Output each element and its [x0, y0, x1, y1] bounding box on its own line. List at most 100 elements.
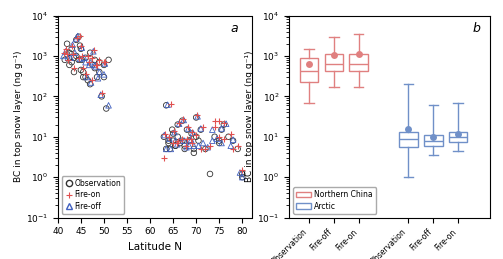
- Point: [100, 72, 108, 76]
- Point: [227, 132, 235, 136]
- Point: [67, 56, 75, 60]
- Point: [217, 126, 225, 131]
- Point: [229, 139, 237, 143]
- Point: [79, 66, 87, 70]
- Point: [70, 66, 78, 70]
- Point: [80, 56, 88, 60]
- Point: [67, 60, 75, 64]
- Point: [89, 63, 97, 67]
- Point: [187, 138, 195, 142]
- Point: [87, 81, 95, 85]
- Point: [169, 139, 177, 143]
- Point: [164, 139, 173, 143]
- Point: [169, 132, 177, 136]
- Point: [81, 60, 90, 64]
- Point: [71, 51, 79, 55]
- Point: [192, 133, 200, 137]
- Point: [238, 175, 246, 179]
- Point: [215, 119, 223, 123]
- Point: [222, 122, 230, 126]
- Point: [170, 129, 178, 133]
- Point: [91, 58, 99, 62]
- Point: [233, 147, 241, 151]
- Point: [95, 58, 103, 62]
- Point: [100, 63, 108, 67]
- Point: [94, 76, 102, 80]
- Point: [178, 119, 186, 123]
- Point: [208, 128, 216, 132]
- Point: [86, 60, 94, 64]
- Point: [160, 133, 169, 137]
- Point: [180, 118, 188, 122]
- Point: [64, 56, 72, 60]
- Point: [185, 139, 193, 143]
- Point: [98, 94, 106, 98]
- Point: [204, 145, 212, 149]
- Point: [162, 147, 170, 151]
- Point: [174, 123, 182, 127]
- Point: [193, 113, 201, 117]
- Point: [238, 172, 246, 176]
- Point: [172, 139, 180, 143]
- Point: [188, 141, 196, 145]
- Point: [72, 38, 80, 42]
- Point: [195, 139, 203, 143]
- Point: [74, 58, 82, 62]
- Point: [164, 141, 173, 145]
- Y-axis label: BC in top snow layer (ng g⁻¹): BC in top snow layer (ng g⁻¹): [14, 51, 23, 182]
- Point: [95, 60, 103, 64]
- Point: [85, 63, 93, 67]
- Point: [100, 60, 108, 64]
- Point: [174, 135, 182, 139]
- Point: [172, 144, 180, 148]
- Point: [67, 44, 75, 48]
- Point: [160, 135, 168, 139]
- Point: [61, 58, 69, 62]
- Point: [201, 147, 209, 151]
- Point: [86, 82, 94, 86]
- Point: [72, 37, 80, 41]
- Point: [85, 60, 93, 64]
- Point: [93, 75, 101, 79]
- Point: [190, 151, 198, 155]
- Point: [192, 135, 200, 139]
- Point: [181, 144, 189, 148]
- Point: [195, 144, 203, 148]
- Point: [62, 47, 70, 51]
- Point: [90, 48, 98, 52]
- Point: [98, 91, 106, 95]
- Text: a: a: [230, 21, 238, 35]
- Point: [78, 58, 86, 62]
- Point: [238, 168, 246, 172]
- Point: [86, 51, 94, 55]
- Point: [208, 139, 216, 143]
- Point: [165, 136, 174, 141]
- Point: [176, 139, 184, 143]
- Point: [73, 36, 81, 40]
- Point: [175, 121, 183, 125]
- Point: [224, 135, 232, 139]
- Point: [100, 75, 108, 79]
- Point: [101, 61, 109, 66]
- Point: [206, 144, 214, 148]
- Point: [97, 93, 105, 97]
- Point: [84, 54, 92, 58]
- Point: [88, 78, 96, 82]
- Point: [167, 147, 175, 151]
- Point: [217, 141, 225, 145]
- Point: [238, 175, 246, 179]
- Point: [217, 128, 225, 132]
- Point: [166, 147, 174, 151]
- Point: [179, 117, 187, 121]
- Point: [78, 54, 87, 58]
- Point: [64, 58, 72, 62]
- Point: [90, 49, 98, 53]
- Text: b: b: [472, 21, 480, 35]
- Point: [169, 141, 177, 145]
- Point: [215, 139, 223, 143]
- Point: [65, 63, 73, 67]
- Point: [74, 56, 82, 60]
- Point: [67, 47, 75, 51]
- Point: [74, 35, 82, 39]
- Point: [227, 144, 235, 148]
